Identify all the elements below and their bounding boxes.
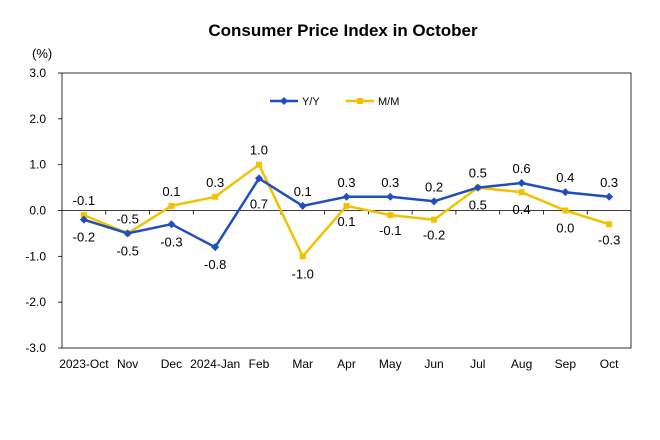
point-yy (254, 174, 263, 183)
x-tick-label: May (379, 357, 402, 371)
point-mm (343, 202, 350, 209)
point-yy (473, 183, 482, 192)
data-label-mm: 0.1 (162, 184, 180, 199)
point-yy (123, 229, 132, 238)
x-tick-label: 2023-Oct (59, 357, 109, 371)
data-label-yy: 0.5 (469, 166, 487, 181)
data-label-mm: 0.3 (206, 175, 224, 190)
x-tick-label: Apr (337, 357, 356, 371)
x-tick-label: Oct (600, 357, 619, 371)
y-tick-label: -1.0 (25, 249, 46, 263)
data-label-yy: 0.3 (600, 175, 618, 190)
y-axis: 3.0 2.0 1.0 0.0 -1.0 -2.0 -3.0 (25, 66, 62, 355)
data-label-mm: -0.2 (423, 228, 445, 243)
data-label-mm: 1.0 (250, 143, 268, 158)
point-yy (517, 179, 526, 187)
legend-marker-mm (357, 98, 363, 104)
x-axis: 2023-Oct Nov Dec 2024-Jan Feb Mar Apr May Jun Jul… (59, 210, 619, 371)
data-label-yy: 0.3 (337, 175, 355, 190)
data-label-yy: 0.7 (250, 196, 268, 211)
x-tick-label: Feb (249, 357, 270, 371)
point-yy (211, 243, 220, 252)
x-tick-label: Jul (470, 357, 485, 371)
data-label-yy: 0.2 (425, 179, 443, 194)
point-yy (605, 192, 614, 201)
y-tick-label: -3.0 (25, 341, 46, 355)
data-label-yy: 0.6 (513, 161, 531, 176)
point-mm (431, 216, 438, 223)
point-mm (80, 212, 87, 219)
x-tick-label: Aug (511, 357, 532, 371)
data-label-yy: -0.8 (204, 257, 226, 272)
data-label-mm: -0.1 (73, 193, 95, 208)
data-label-mm: -1.0 (292, 266, 314, 281)
x-tick-label: Sep (555, 357, 577, 371)
point-mm (606, 221, 613, 228)
y-tick-label: 0.0 (29, 204, 46, 218)
data-label-mm: -0.3 (598, 232, 620, 247)
point-mm (387, 212, 394, 219)
data-labels: -0.2 -0.5 -0.3 -0.8 0.7 0.1 0.3 0.3 0.2 0.5 0.6 0.4… (73, 143, 621, 282)
point-mm (255, 161, 262, 168)
data-label-mm: -0.1 (379, 223, 401, 238)
x-tick-label: Mar (292, 357, 313, 371)
data-label-yy: 0.4 (556, 170, 574, 185)
point-yy (430, 197, 439, 206)
data-label-yy: -0.3 (160, 234, 182, 249)
data-label-mm: 0.0 (556, 221, 574, 236)
point-yy (298, 201, 307, 210)
point-mm (562, 207, 569, 214)
point-mm (168, 202, 175, 209)
point-yy (79, 215, 88, 224)
data-label-yy: -0.2 (73, 230, 95, 245)
legend: Y/Y M/M (270, 96, 399, 108)
legend-label-yy: Y/Y (302, 96, 320, 108)
x-tick-label: 2024-Jan (190, 357, 240, 371)
x-tick-label: Nov (117, 357, 138, 371)
y-tick-label: 3.0 (29, 66, 46, 80)
y-unit-label: (%) (32, 46, 52, 61)
data-label-yy: 0.1 (294, 184, 312, 199)
x-tick-label: Jun (424, 357, 443, 371)
chart-title: Consumer Price Index in October (208, 21, 478, 40)
data-label-mm: -0.5 (116, 211, 138, 226)
point-mm (299, 253, 306, 260)
point-yy (561, 188, 570, 197)
data-label-mm: 0.1 (337, 214, 355, 229)
y-tick-label: -2.0 (25, 295, 46, 309)
y-tick-label: 2.0 (29, 112, 46, 126)
data-label-yy: 0.3 (381, 175, 399, 190)
y-tick-label: 1.0 (29, 158, 46, 172)
point-mm (212, 193, 219, 200)
x-tick-label: Dec (161, 357, 182, 371)
data-label-yy: -0.5 (116, 243, 138, 258)
point-yy (167, 220, 176, 229)
data-label-mm: 0.4 (513, 202, 531, 217)
data-label-mm: 0.5 (469, 198, 487, 213)
point-yy (342, 192, 351, 201)
point-yy (386, 192, 395, 201)
series-yy (79, 174, 614, 252)
legend-marker-yy (280, 97, 288, 105)
point-mm (518, 189, 525, 196)
legend-label-mm: M/M (378, 96, 399, 108)
